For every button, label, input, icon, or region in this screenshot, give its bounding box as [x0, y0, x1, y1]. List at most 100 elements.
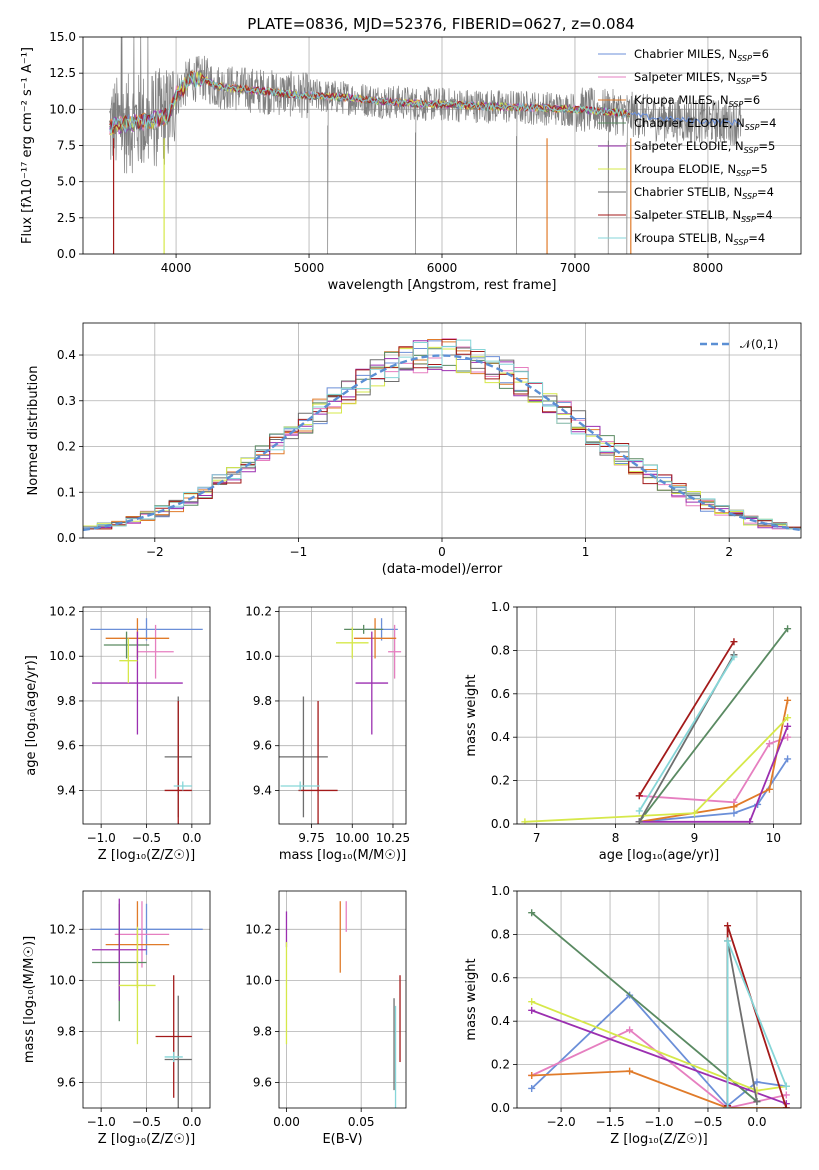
model-spectrum-line — [109, 70, 631, 133]
y-tick-label: 1.0 — [491, 884, 510, 898]
y-tick-label: 10.0 — [49, 649, 76, 663]
y-tick-label: 9.8 — [57, 694, 76, 708]
x-axis-label: mass [log₁₀(M/M☉)] — [279, 848, 406, 863]
plot-frame — [278, 606, 407, 825]
x-tick-label: −1 — [290, 545, 308, 559]
mass-weight-point — [528, 998, 536, 1006]
y-tick-label: 0.2 — [57, 440, 76, 454]
x-tick-label: 0.0 — [182, 831, 201, 845]
y-tick-label: 9.8 — [253, 694, 272, 708]
plot-area — [521, 625, 792, 824]
mass-weight-point — [753, 1078, 761, 1086]
y-tick-label: 0.8 — [491, 643, 510, 657]
mass-weight-point — [730, 653, 738, 661]
massweight-vs-age-panel: 7 8 9 10 0.0 0.2 0.4 0.6 0.8 1.0 age [log₁₀(age/yr… — [464, 600, 802, 863]
age-vs-metallicity-panel: −1.0 −0.5 0.0 9.4 9.6 9.8 10.0 10.2 Z [log₁₀(Z/Z… — [24, 604, 211, 863]
residual-histogram — [83, 339, 801, 530]
mass-weight-point — [784, 714, 792, 722]
y-tick-label: 9.4 — [57, 783, 76, 797]
x-tick-label: 7000 — [560, 261, 591, 275]
mass-weight-point — [626, 1026, 634, 1034]
plot-area — [285, 901, 401, 1108]
mass-weight-point — [746, 818, 754, 824]
mass-weight-point — [528, 1084, 536, 1092]
y-tick-label: 7.5 — [57, 139, 76, 153]
y-tick-label: 10.2 — [49, 604, 76, 618]
mass-weight-point — [784, 722, 792, 730]
x-axis-label: (data-model)/error — [382, 562, 503, 577]
x-tick-label: 0.05 — [348, 1115, 375, 1129]
x-tick-label: 6000 — [427, 261, 458, 275]
y-tick-label: 9.4 — [253, 783, 272, 797]
plot-area — [528, 909, 790, 1108]
y-axis-label: Flux [fλ10⁻¹⁷ erg cm⁻² s⁻¹ A⁻¹] — [20, 47, 35, 244]
y-tick-label: 10.2 — [245, 604, 272, 618]
legend-entry: Kroupa STELIB, NSSP=4 — [634, 231, 765, 247]
x-tick-label: −0.5 — [693, 1115, 722, 1129]
mass-weight-point — [626, 1067, 634, 1075]
y-axis-label: Normed distribution — [26, 366, 41, 496]
y-tick-label: 0.0 — [57, 247, 76, 261]
x-tick-label: −1.0 — [644, 1115, 673, 1129]
y-tick-label: 0.8 — [491, 927, 510, 941]
y-tick-label: 10.0 — [49, 973, 76, 987]
y-tick-label: 0.4 — [491, 730, 510, 744]
y-tick-label: 10.2 — [49, 922, 76, 936]
figure-title: PLATE=0836, MJD=52376, FIBERID=0627, z=0… — [247, 15, 634, 33]
y-tick-label: 12.5 — [49, 66, 76, 80]
plot-area — [279, 618, 402, 824]
x-axis-label: Z [log₁₀(Z/Z☉)] — [610, 1132, 707, 1147]
x-axis-label: E(B-V) — [322, 1132, 362, 1147]
y-tick-label: 0.4 — [57, 348, 76, 362]
legend-entry: Salpeter ELODIE, NSSP=5 — [634, 139, 775, 155]
mass-weight-point — [782, 1104, 790, 1108]
mass-weight-point — [691, 809, 698, 817]
x-tick-label: −2.0 — [546, 1115, 575, 1129]
x-tick-label: 0 — [438, 545, 446, 559]
x-axis-label: wavelength [Angstrom, rest frame] — [328, 278, 557, 293]
x-tick-label: 2 — [725, 545, 733, 559]
normal-distribution-curve — [83, 354, 801, 532]
residual-histogram — [83, 340, 801, 530]
y-tick-label: 2.5 — [57, 211, 76, 225]
y-tick-label: 5.0 — [57, 175, 76, 189]
mass-weight-point — [730, 809, 738, 817]
y-tick-label: 9.6 — [253, 739, 272, 753]
y-tick-label: 0.0 — [57, 531, 76, 545]
mass-weight-point — [730, 638, 738, 646]
plot-frame — [278, 890, 407, 1109]
mass-weight-point — [784, 733, 792, 741]
plot-frame — [82, 322, 802, 539]
mass-weight-point — [521, 818, 529, 824]
legend-entry: Salpeter MILES, NSSP=5 — [634, 70, 768, 86]
y-tick-label: 9.8 — [253, 1024, 272, 1038]
plot-area — [83, 338, 801, 532]
x-tick-label: 9.75 — [298, 831, 325, 845]
mass-vs-ebv-panel: 0.00 0.05 9.6 9.8 10.0 10.2 E(B-V) — [245, 890, 407, 1147]
x-tick-label: 1 — [582, 545, 590, 559]
y-axis-label: mass [log₁₀(M/M☉)] — [22, 936, 37, 1063]
x-tick-label: −1.0 — [87, 1115, 116, 1129]
y-axis-label: age [log₁₀(age/yr)] — [24, 655, 39, 776]
plot-frame — [82, 890, 211, 1109]
x-tick-label: 8000 — [693, 261, 724, 275]
x-axis-label: Z [log₁₀(Z/Z☉)] — [98, 848, 195, 863]
x-tick-label: 8 — [612, 831, 620, 845]
mass-weight-line — [531, 1070, 787, 1108]
mass-weight-line — [638, 641, 735, 797]
mass-weight-point — [528, 1071, 536, 1079]
x-tick-label: −1.5 — [595, 1115, 624, 1129]
mass-weight-line — [531, 1009, 787, 1105]
y-tick-label: 10.0 — [245, 649, 272, 663]
x-tick-label: −1.0 — [87, 831, 116, 845]
model-spectrum-line — [630, 111, 741, 126]
x-tick-label: 4000 — [161, 261, 192, 275]
legend-entry: Chabrier ELODIE, NSSP=4 — [634, 116, 776, 132]
y-tick-label: 0.2 — [491, 774, 510, 788]
mass-vs-metallicity-panel: −1.0 −0.5 0.0 9.6 9.8 10.0 10.2 Z [log₁₀(Z/Z☉)]… — [22, 890, 211, 1147]
y-tick-label: 0.6 — [491, 687, 510, 701]
plot-frame — [82, 36, 802, 255]
mass-weight-point — [765, 740, 773, 748]
x-tick-label: −2 — [146, 545, 164, 559]
